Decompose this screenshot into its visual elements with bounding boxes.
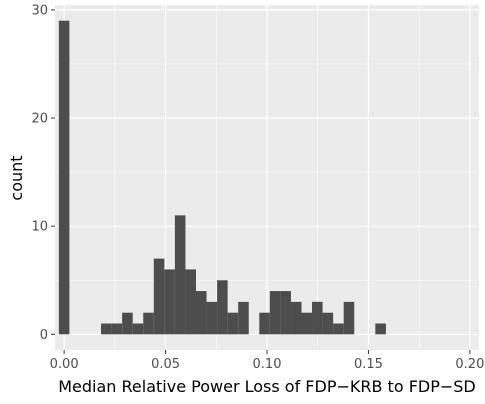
histogram-bar [206, 301, 218, 335]
y-tick-label: 0 [40, 328, 48, 343]
histogram-bar [227, 312, 239, 335]
x-tick-label: 0.15 [354, 357, 383, 372]
y-axis: 0 10 20 30 [31, 3, 55, 343]
histogram-bar [301, 312, 313, 335]
x-tick-label: 0.20 [455, 357, 484, 372]
histogram-bar [343, 301, 355, 335]
x-axis-title: Median Relative Power Loss of FDP−KRB to… [58, 377, 476, 396]
histogram-bar [238, 301, 249, 335]
x-tick-label: 0.00 [50, 357, 79, 372]
histogram-bar [111, 323, 123, 335]
histogram-bar [195, 291, 207, 335]
y-tick-label: 20 [31, 112, 48, 127]
y-tick-label: 10 [31, 220, 48, 235]
histogram-bar [290, 301, 302, 335]
x-tick-label: 0.10 [253, 357, 282, 372]
x-tick-label: 0.05 [151, 357, 180, 372]
histogram-bar [217, 280, 228, 335]
histogram-bar [322, 312, 334, 335]
y-axis-title: count [7, 155, 26, 200]
histogram-bar [280, 291, 291, 335]
histogram-bar [132, 323, 144, 335]
histogram-bar [269, 291, 281, 335]
histogram-bar [122, 312, 133, 335]
histogram-bar [312, 301, 323, 335]
histogram-bar [259, 312, 270, 335]
histogram-bar [58, 20, 70, 335]
histogram-bar [143, 312, 154, 335]
histogram-bar [333, 323, 344, 335]
histogram-bar [153, 258, 165, 335]
histogram-bar [174, 215, 186, 335]
histogram-bar [101, 323, 112, 335]
x-axis: 0.00 0.05 0.10 0.15 0.20 [50, 350, 484, 372]
histogram-bar [185, 269, 196, 335]
histogram-bar [375, 323, 386, 335]
histogram-bar [164, 269, 175, 335]
y-tick-label: 30 [31, 3, 48, 18]
histogram-bars [58, 20, 386, 335]
